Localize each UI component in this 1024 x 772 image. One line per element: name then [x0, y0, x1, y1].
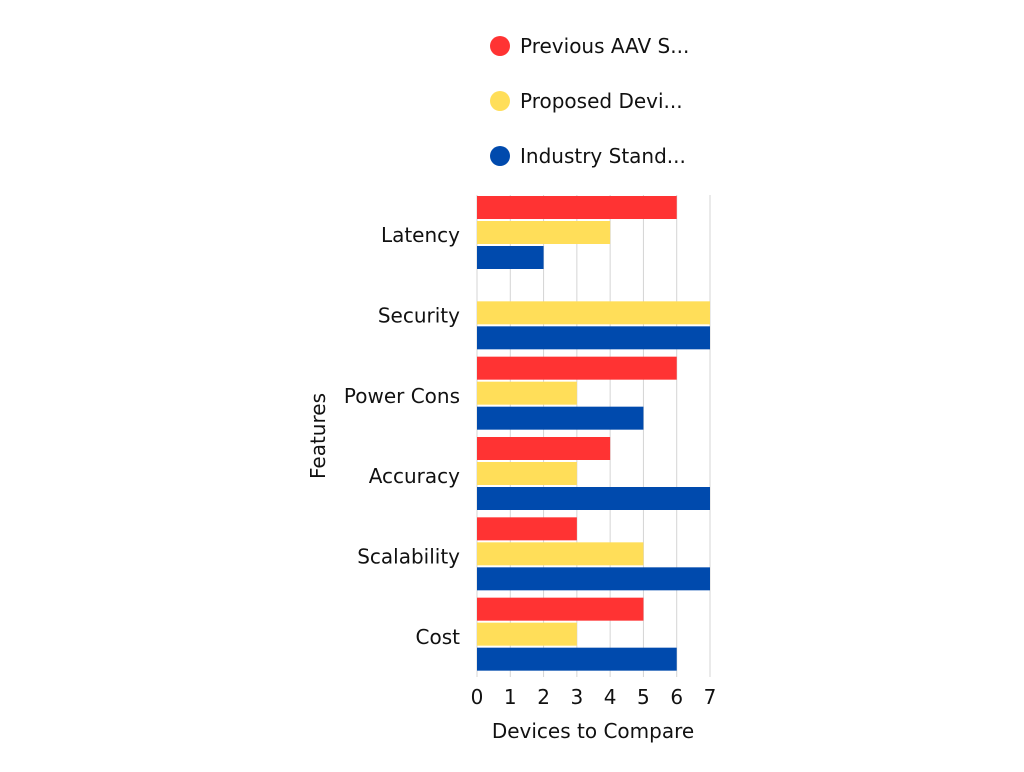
y-tick-labels: Latency Security Power Cons Accuracy Scalabi… — [344, 223, 460, 649]
y-tick-label: Accuracy — [369, 464, 460, 488]
grid-lines — [476, 195, 711, 677]
x-tick-label: 6 — [670, 685, 683, 709]
bar-accuracy-series-1 — [477, 437, 611, 460]
y-axis-title: Features — [306, 393, 330, 479]
bar-power-cons-series-1 — [477, 356, 677, 380]
x-tick-label: 2 — [537, 685, 550, 709]
bar-accuracy-series-3 — [477, 487, 710, 510]
bar-power-cons-series-2 — [477, 381, 577, 405]
x-tick-label: 3 — [570, 685, 583, 709]
legend-label: Previous AAV S... — [520, 34, 689, 58]
bar-latency-series-1 — [477, 196, 677, 219]
y-tick-label: Scalability — [357, 545, 460, 569]
bar-scalability-series-1 — [477, 517, 577, 541]
bar-security-series-3 — [477, 326, 710, 350]
x-axis-title: Devices to Compare — [492, 719, 694, 743]
x-tick-label: 4 — [604, 685, 617, 709]
legend-marker — [490, 36, 510, 56]
x-tick-label: 0 — [471, 685, 484, 709]
x-tick-label: 5 — [637, 685, 650, 709]
bar-cost-series-2 — [477, 622, 577, 646]
bar-latency-series-3 — [477, 246, 544, 269]
bar-security-series-2 — [477, 301, 710, 325]
y-tick-label: Security — [378, 304, 460, 328]
bar-cost-series-1 — [477, 597, 644, 621]
legend-marker — [490, 91, 510, 111]
bar-scalability-series-2 — [477, 542, 644, 566]
legend-item: Proposed Devi... — [490, 89, 683, 113]
y-tick-label: Power Cons — [344, 384, 460, 408]
bars — [477, 196, 710, 671]
bar-accuracy-series-2 — [477, 462, 577, 485]
legend-label: Industry Stand... — [520, 144, 686, 168]
bar-cost-series-3 — [477, 647, 677, 671]
legend-marker — [490, 146, 510, 166]
bar-latency-series-2 — [477, 221, 611, 244]
bar-power-cons-series-3 — [477, 406, 644, 430]
bar-scalability-series-3 — [477, 567, 710, 591]
legend-item: Previous AAV S... — [490, 34, 689, 58]
x-tick-label: 7 — [704, 685, 717, 709]
x-tick-label: 1 — [504, 685, 517, 709]
legend-label: Proposed Devi... — [520, 89, 683, 113]
legend: Previous AAV S... Proposed Devi... Industr… — [490, 34, 689, 168]
legend-item: Industry Stand... — [490, 144, 686, 168]
y-tick-label: Cost — [416, 625, 461, 649]
y-tick-label: Latency — [381, 223, 460, 247]
